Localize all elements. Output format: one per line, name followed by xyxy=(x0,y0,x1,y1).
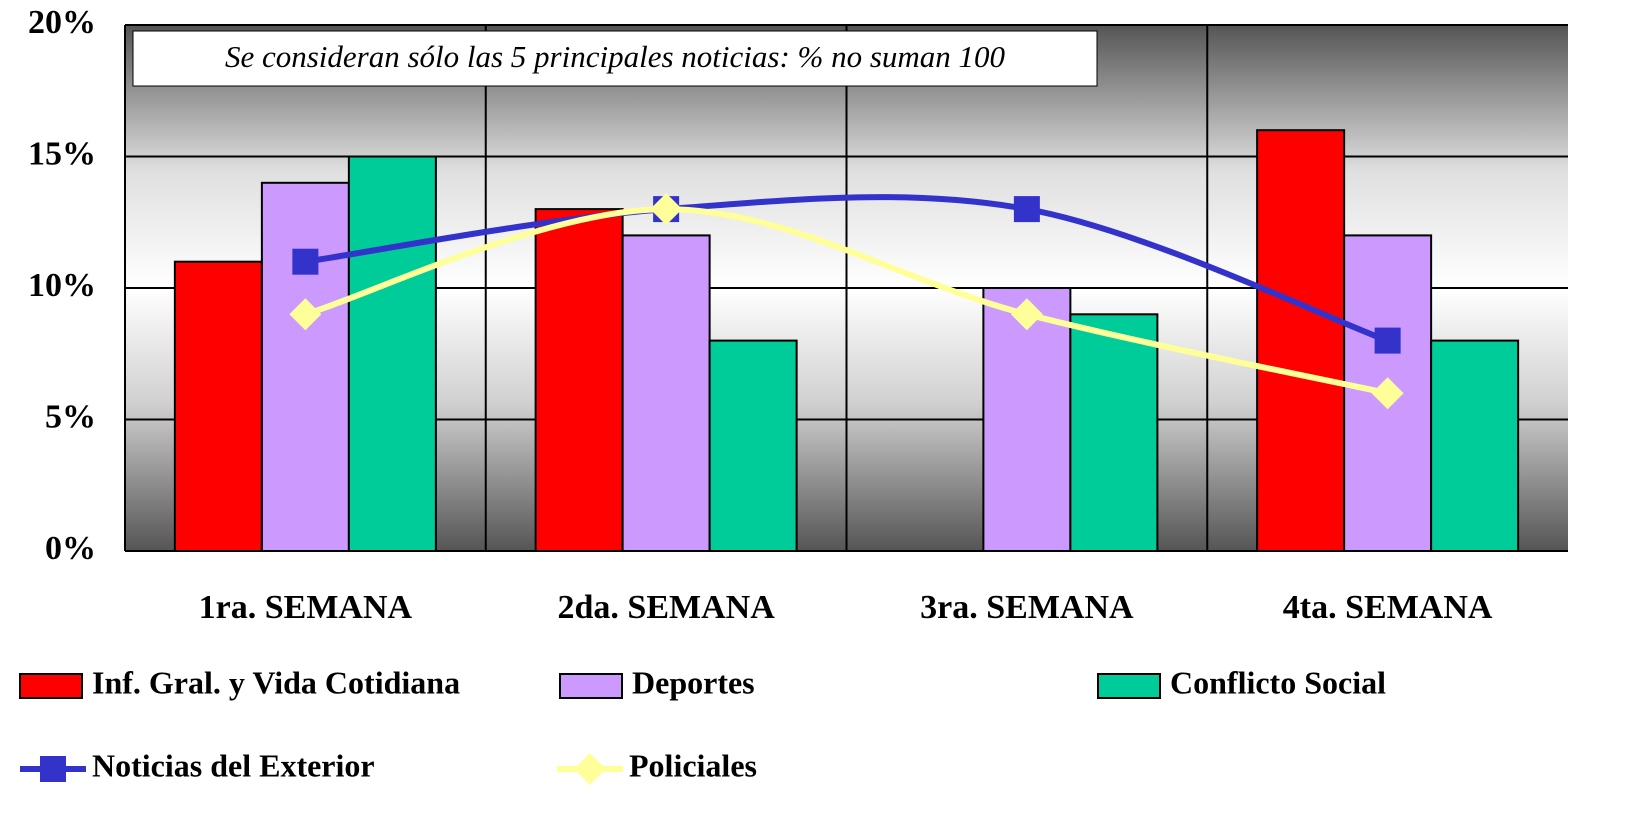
bar xyxy=(621,234,711,552)
bar xyxy=(1430,339,1520,552)
legend-label: Inf. Gral. y Vida Cotidiana xyxy=(92,664,460,700)
marker xyxy=(1010,298,1043,331)
marker xyxy=(1013,196,1040,223)
marker xyxy=(1371,377,1404,410)
bar xyxy=(708,339,798,552)
bar xyxy=(534,208,624,552)
y-tick-label: 0% xyxy=(45,530,96,567)
bar xyxy=(1069,313,1159,552)
x-tick-label: 4ta. SEMANA xyxy=(1283,589,1493,626)
bar xyxy=(173,260,263,552)
y-tick-label: 10% xyxy=(28,267,96,304)
marker xyxy=(40,756,66,782)
x-tick-label: 1ra. SEMANA xyxy=(199,589,413,626)
bar xyxy=(1256,129,1346,552)
legend-label: Noticias del Exterior xyxy=(92,747,375,783)
bar xyxy=(347,155,437,552)
y-tick-label: 5% xyxy=(45,398,96,435)
y-tick-label: 15% xyxy=(28,135,96,172)
marker xyxy=(292,248,319,275)
legend-label: Policiales xyxy=(629,747,757,783)
bar xyxy=(982,287,1072,552)
marker xyxy=(289,298,322,331)
annotation: Se consideran sólo las 5 principales not… xyxy=(225,39,1006,74)
x-tick-label: 3ra. SEMANA xyxy=(920,589,1134,626)
legend-label: Conflicto Social xyxy=(1170,664,1386,700)
annotation-box xyxy=(132,30,1098,87)
legend-label: Deportes xyxy=(632,664,755,700)
x-tick-label: 2da. SEMANA xyxy=(558,589,776,626)
marker xyxy=(574,753,606,785)
y-tick-label: 20% xyxy=(28,4,96,41)
legend-swatch xyxy=(1097,673,1161,699)
legend-swatch xyxy=(19,673,83,699)
marker xyxy=(1374,327,1401,354)
legend-swatch xyxy=(559,673,623,699)
bar xyxy=(260,181,350,553)
line xyxy=(304,206,1389,397)
line xyxy=(304,194,1389,344)
marker xyxy=(650,193,683,226)
